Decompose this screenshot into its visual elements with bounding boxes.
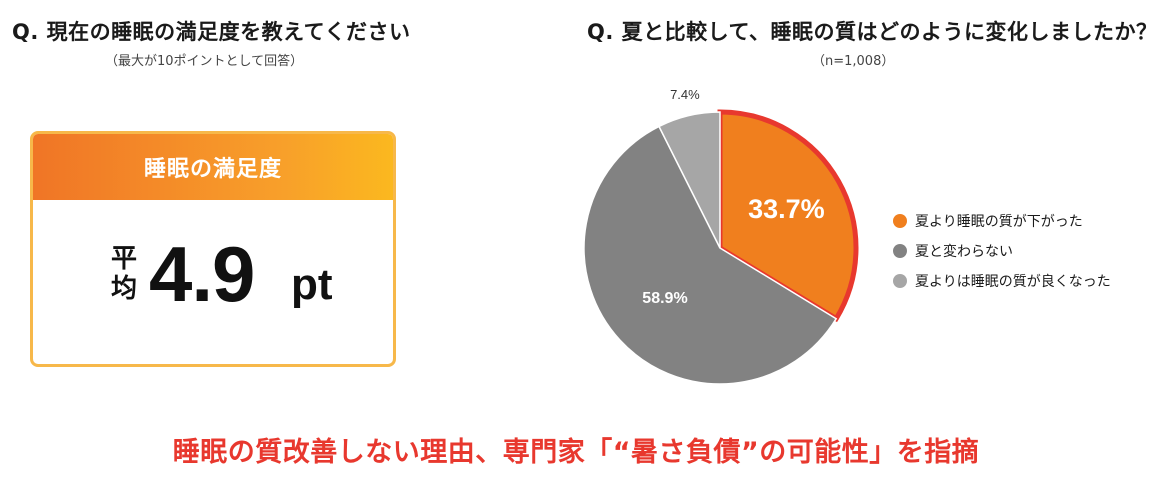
pie-slice-label: 7.4% — [670, 90, 700, 102]
card-header: 睡眠の満足度 — [33, 134, 393, 200]
legend-label: 夏と変わらない — [915, 244, 1013, 260]
legend-swatch — [893, 214, 907, 228]
pie-slice — [583, 125, 838, 385]
pie-chart: 33.7% 58.9% 7.4% — [583, 90, 859, 385]
card-body: 平均 4.9 pt — [33, 200, 393, 364]
q1-title: Q. 現在の睡眠の満足度を教えてください — [12, 20, 411, 44]
pie-slice-label: 58.9% — [642, 290, 687, 307]
average-label-char: 均 — [110, 274, 137, 304]
legend-swatch — [893, 244, 907, 258]
pie-highlight-outline — [717, 109, 859, 323]
q1-subtitle: （最大が10ポイントとして回答） — [105, 54, 304, 69]
average-unit: pt — [291, 260, 333, 309]
legend-label: 夏よりは睡眠の質が良くなった — [915, 274, 1111, 290]
q2-subtitle: （n=1,008） — [812, 54, 895, 69]
footer-headline: 睡眠の質改善しない理由、専門家「“暑さ負債”の可能性」を指摘 — [172, 437, 980, 468]
legend-item: 夏と変わらない — [893, 237, 1111, 265]
legend-swatch — [893, 274, 907, 288]
average-value: 4.9 — [149, 230, 255, 318]
legend-item: 夏よりは睡眠の質が良くなった — [893, 267, 1111, 295]
pie-legend: 夏より睡眠の質が下がった 夏と変わらない夏よりは睡眠の質が良くなった — [893, 207, 1111, 297]
legend-label: 夏より睡眠の質が下がった — [915, 214, 1083, 230]
q2-title: Q. 夏と比較して、睡眠の質はどのように変化しましたか？ — [587, 20, 1152, 44]
average-label: 平均 — [109, 244, 139, 304]
average-label-char: 平 — [110, 244, 137, 274]
legend-item: 夏より睡眠の質が下がった — [893, 207, 1111, 235]
pie-slice-label: 33.7% — [748, 194, 825, 224]
satisfaction-card: 睡眠の満足度 平均 4.9 pt — [30, 131, 396, 367]
pie-slice — [658, 111, 721, 249]
